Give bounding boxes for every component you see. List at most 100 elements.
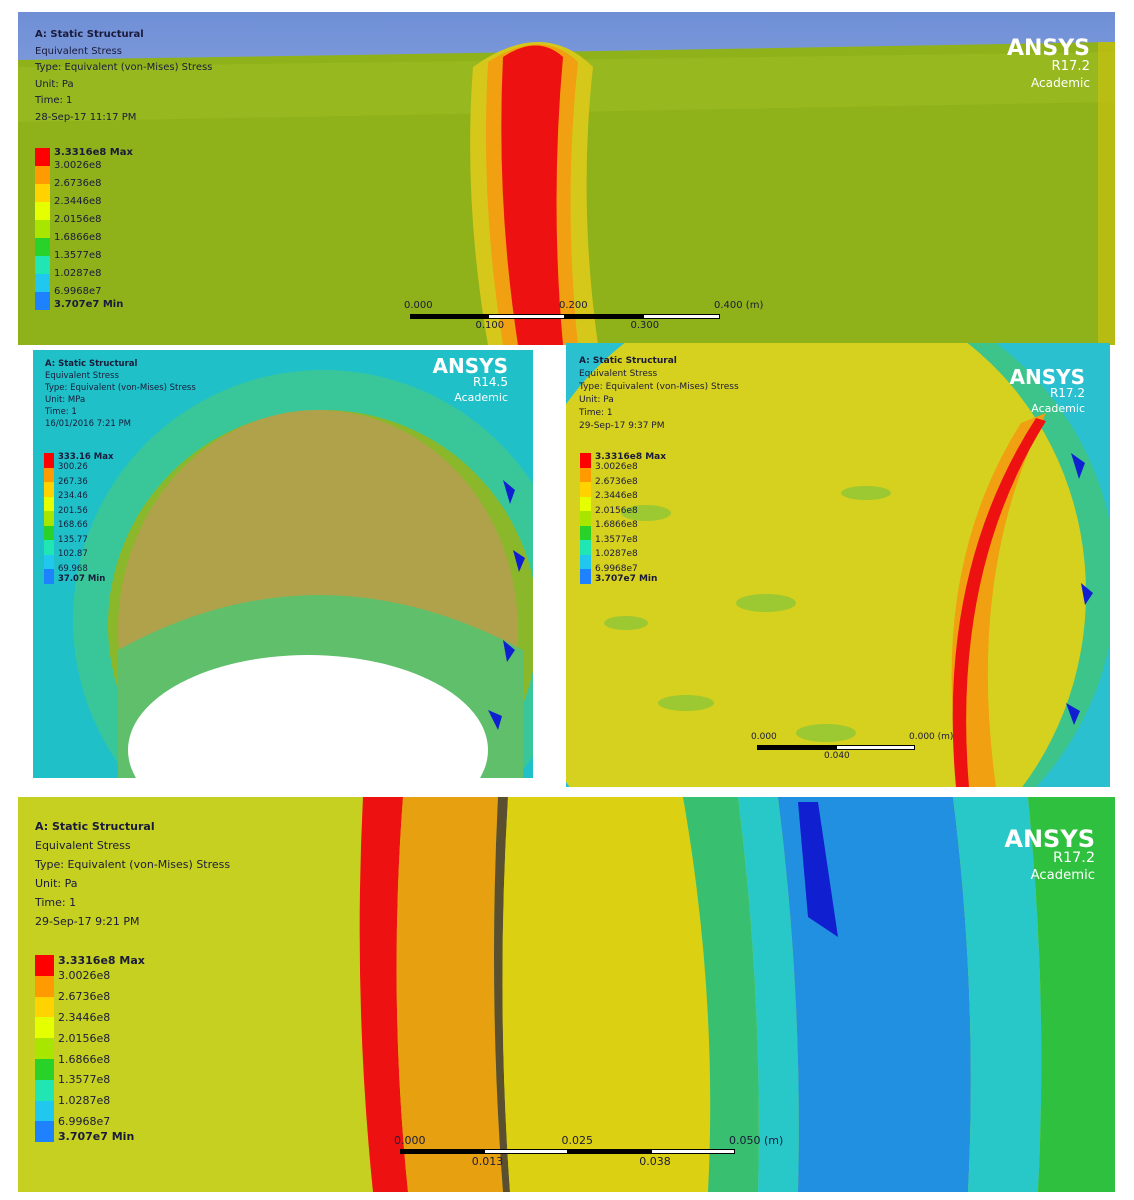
- legend-label: 2.3446e8: [58, 1010, 111, 1024]
- header-line: Equivalent Stress: [579, 369, 658, 379]
- scale-segment: [483, 1149, 568, 1154]
- legend-label: 2.6736e8: [54, 178, 102, 189]
- ring-view-r17: A: Static Structural Equivalent Stress Typ…: [566, 343, 1110, 787]
- legend-swatch: [580, 482, 591, 497]
- header-title: A: Static Structural: [579, 356, 677, 366]
- legend-label: 300.26: [58, 462, 88, 473]
- logo-name: ANSYS: [432, 354, 508, 378]
- artwork: [33, 350, 533, 778]
- scale-label: 0.200: [559, 300, 588, 311]
- legend-label: 3.707e7 Min: [58, 1130, 135, 1144]
- scale-label: 0.050 (m): [729, 1134, 784, 1147]
- scale-label: 0.040: [824, 751, 850, 761]
- legend-label: 2.3446e8: [54, 196, 102, 207]
- legend-label: 2.6736e8: [595, 476, 638, 487]
- legend-swatch: [580, 511, 591, 526]
- legend-label: 1.0287e8: [54, 268, 102, 279]
- header-line: Type: Equivalent (von-Mises) Stress: [35, 62, 213, 73]
- header-line: Unit: MPa: [45, 395, 86, 405]
- scale-segment: [487, 314, 565, 319]
- header-line: Time: 1: [45, 407, 77, 417]
- legend-swatch: [35, 148, 50, 166]
- legend-label: 3.707e7 Min: [54, 299, 124, 310]
- logo-name: ANSYS: [1004, 825, 1095, 853]
- legend-label: 6.9968e7: [54, 286, 102, 297]
- header-line: 29-Sep-17 9:37 PM: [579, 421, 665, 431]
- legend-label: 2.3446e8: [595, 491, 638, 501]
- logo-edition: Academic: [1030, 868, 1095, 884]
- legend-swatch: [35, 1038, 54, 1059]
- legend-swatch: [44, 496, 54, 511]
- scale-segment: [836, 745, 915, 750]
- ring-view-r14: A: Static Structural Equivalent Stress Typ…: [33, 350, 533, 778]
- header-line: Unit: Pa: [35, 78, 74, 90]
- logo-edition: Academic: [454, 391, 508, 404]
- artwork: [18, 12, 1115, 345]
- scale-segment: [757, 745, 836, 750]
- legend-label: 1.6866e8: [595, 520, 638, 530]
- header-line: Type: Equivalent (von-Mises) Stress: [579, 382, 739, 392]
- legend-swatch: [44, 511, 54, 526]
- legend-swatch: [44, 569, 54, 584]
- scale-label: 0.000: [394, 1134, 426, 1147]
- legend-swatch: [35, 955, 54, 976]
- scale-label: 0.000: [404, 300, 433, 311]
- scale-segment: [642, 314, 720, 319]
- header-title: A: Static Structural: [45, 359, 138, 369]
- legend-label: 3.3316e8 Max: [54, 147, 133, 158]
- header-line: Type: Equivalent (von-Mises) Stress: [45, 383, 196, 393]
- legend-label: 3.707e7 Min: [595, 573, 658, 584]
- scale-label: 0.300: [630, 320, 660, 331]
- scale-label: 0.000: [751, 732, 777, 742]
- legend-swatch: [35, 220, 50, 238]
- legend-swatch: [580, 496, 591, 511]
- artwork: [566, 343, 1110, 787]
- legend-label: 69.968: [58, 563, 88, 574]
- legend-label: 1.6866e8: [54, 232, 102, 243]
- legend-label: 2.0156e8: [54, 214, 102, 225]
- header-line: Time: 1: [35, 896, 77, 909]
- header-line: Unit: Pa: [579, 395, 614, 405]
- legend-label: 1.0287e8: [595, 549, 638, 559]
- header-title: A: Static Structural: [35, 820, 155, 833]
- legend-swatch: [35, 166, 50, 184]
- legend-swatch: [44, 554, 54, 569]
- scale-label: 0.000 (m): [909, 732, 954, 742]
- legend-swatch: [44, 467, 54, 482]
- legend-label: 3.3316e8 Max: [595, 452, 667, 462]
- header-line: 16/01/2016 7:21 PM: [45, 419, 131, 429]
- logo-edition: Academic: [1030, 76, 1090, 91]
- legend-swatch: [580, 569, 591, 584]
- scale-label: 0.100: [475, 320, 505, 331]
- legend-swatch: [35, 202, 50, 220]
- zoom-view: A: Static Structural Equivalent Stress Typ…: [18, 797, 1115, 1192]
- legend-swatch: [580, 453, 591, 468]
- legend-label: 1.3577e8: [595, 534, 638, 545]
- scale-segment: [400, 1149, 484, 1154]
- legend-swatch: [35, 292, 50, 310]
- legend-swatch: [44, 540, 54, 555]
- logo-version: R14.5: [472, 375, 508, 389]
- legend-swatch: [580, 467, 591, 482]
- header-line: Time: 1: [579, 408, 613, 418]
- pipe-view: A: Static Structural Equivalent Stress Typ…: [18, 12, 1115, 345]
- legend-swatch: [44, 453, 54, 468]
- legend-label: 3.3316e8 Max: [58, 954, 145, 967]
- header-line: Equivalent Stress: [35, 839, 131, 852]
- ansys-logo: ANSYS R17.2 Academic: [1004, 827, 1095, 883]
- ansys-logo: ANSYS R17.2 Academic: [1007, 38, 1090, 91]
- legend-label: 3.0026e8: [54, 160, 102, 171]
- header-line: Unit: Pa: [35, 877, 78, 890]
- legend-label: 1.3577e8: [58, 1073, 111, 1087]
- scale-label: 0.013: [471, 1155, 504, 1168]
- legend-swatch: [35, 238, 50, 256]
- header-line: Equivalent Stress: [35, 45, 122, 57]
- legend-label: 3.0026e8: [58, 969, 111, 983]
- scale-segment: [567, 1149, 652, 1154]
- legend-swatch: [35, 1017, 54, 1039]
- legend-label: 2.0156e8: [595, 505, 638, 516]
- legend-label: 2.6736e8: [58, 990, 111, 1004]
- legend-label: 135.77: [58, 534, 88, 545]
- legend-label: 1.6866e8: [58, 1052, 111, 1066]
